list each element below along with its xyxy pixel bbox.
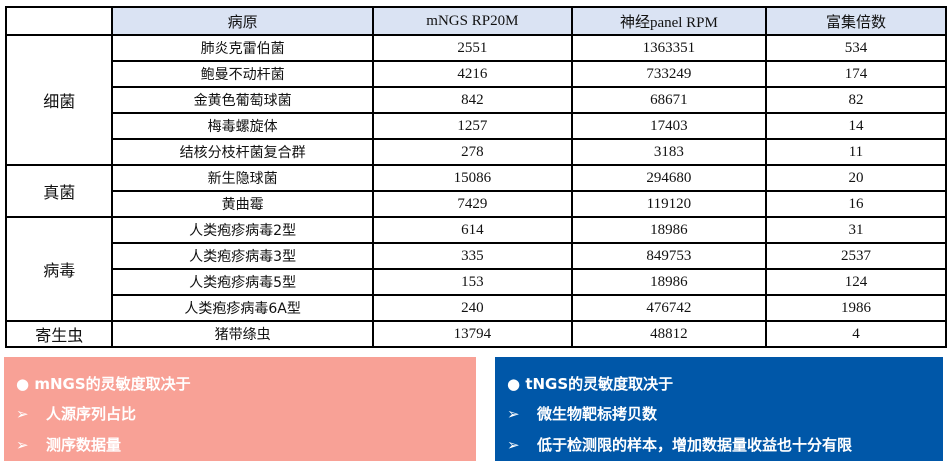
bullet-icon: ● — [16, 375, 30, 393]
value-cell: 614 — [371, 216, 573, 244]
table-row: 细菌 肺炎克雷伯菌 2551 1363351 534 — [4, 34, 947, 166]
pathogen-cell: 黄曲霉 — [111, 190, 374, 218]
tngs-panel: ● tNGS的灵敏度取决于 ➢ 微生物靶标拷贝数 ➢ 低于检测限的样本，增加数据量收… — [495, 357, 943, 461]
pathogen-cell: 鲍曼不动杆菌 — [111, 60, 374, 88]
column-header: 神经panel RPM — [570, 6, 767, 36]
panel-item: 微生物靶标拷贝数 — [537, 405, 658, 423]
arrow-icon: ➢ — [16, 405, 29, 423]
value-cell: 4216 — [371, 60, 573, 88]
column-header: 富集倍数 — [764, 6, 947, 36]
value-cell: 174 — [764, 60, 947, 88]
value-cell: 11 — [764, 138, 947, 166]
value-cell: 31 — [764, 216, 947, 244]
panel-item: 测序数据量 — [46, 436, 122, 454]
table-row: 鲍曼不动杆菌 4216 733249 174 — [6, 60, 947, 88]
pathogen-cell: 猪带绦虫 — [111, 320, 374, 348]
table-row: 人类疱疹病毒6A型 240 476742 1986 — [6, 294, 947, 322]
value-cell: 4 — [764, 320, 947, 348]
arrow-icon: ➢ — [507, 405, 520, 423]
bullet-icon: ● — [507, 375, 521, 393]
pathogen-cell: 人类疱疹病毒5型 — [111, 268, 374, 296]
value-cell: 13794 — [371, 320, 573, 348]
value-cell: 82 — [764, 86, 947, 114]
value-cell: 153 — [371, 268, 573, 296]
value-cell: 842 — [371, 86, 573, 114]
value-cell: 14 — [764, 112, 947, 140]
value-cell: 1986 — [764, 294, 947, 322]
value-cell: 15086 — [371, 164, 573, 192]
value-cell: 119120 — [570, 190, 767, 218]
value-cell: 240 — [371, 294, 573, 322]
table-row: 人类疱疹病毒5型 153 18986 124 — [6, 268, 947, 296]
value-cell: 733249 — [570, 60, 767, 88]
pathogen-cell: 肺炎克雷伯菌 — [111, 34, 374, 62]
value-cell: 476742 — [570, 294, 767, 322]
category-cell: 病毒 — [4, 216, 114, 322]
mngs-panel: ● mNGS的灵敏度取决于 ➢ 人源序列占比 ➢ 测序数据量 — [4, 357, 476, 461]
column-header: 病原 — [111, 6, 374, 36]
category-cell: 真菌 — [4, 164, 114, 218]
category-cell: 寄生虫 — [4, 320, 114, 348]
value-cell: 18986 — [570, 216, 767, 244]
table-row: 梅毒螺旋体 1257 17403 14 — [6, 112, 947, 140]
value-cell: 124 — [764, 268, 947, 296]
category-cell: 细菌 — [4, 34, 114, 166]
panel-title: mNGS的灵敏度取决于 — [34, 375, 191, 393]
value-cell: 3183 — [570, 138, 767, 166]
value-cell: 48812 — [570, 320, 767, 348]
pathogen-cell: 人类疱疹病毒2型 — [111, 216, 374, 244]
value-cell: 294680 — [570, 164, 767, 192]
column-header: mNGS RP20M — [371, 6, 573, 36]
value-cell: 335 — [371, 242, 573, 270]
pathogen-cell: 新生隐球菌 — [111, 164, 374, 192]
arrow-icon: ➢ — [507, 436, 520, 454]
pathogen-table: 病原 mNGS RP20M 神经panel RPM 富集倍数 细菌 肺炎克雷伯菌 2551… — [4, 6, 947, 348]
value-cell: 16 — [764, 190, 947, 218]
value-cell: 7429 — [371, 190, 573, 218]
panel-item: 人源序列占比 — [46, 405, 137, 423]
value-cell: 1363351 — [570, 34, 767, 62]
panel-item: 低于检测限的样本，增加数据量收益也十分有限 — [537, 436, 853, 454]
table-row: 金黄色葡萄球菌 842 68671 82 — [6, 86, 947, 114]
value-cell: 1257 — [371, 112, 573, 140]
column-header — [4, 6, 114, 36]
pathogen-cell: 梅毒螺旋体 — [111, 112, 374, 140]
pathogen-cell: 结核分枝杆菌复合群 — [111, 138, 374, 166]
value-cell: 20 — [764, 164, 947, 192]
pathogen-cell: 金黄色葡萄球菌 — [111, 86, 374, 114]
value-cell: 2537 — [764, 242, 947, 270]
table-row: 黄曲霉 7429 119120 16 — [6, 190, 947, 218]
value-cell: 2551 — [371, 34, 573, 62]
arrow-icon: ➢ — [16, 436, 29, 454]
table-row: 结核分枝杆菌复合群 278 3183 11 — [6, 138, 947, 166]
value-cell: 278 — [371, 138, 573, 166]
value-cell: 18986 — [570, 268, 767, 296]
table-row: 病毒 人类疱疹病毒2型 614 18986 31 — [4, 216, 947, 322]
table-row: 人类疱疹病毒3型 335 849753 2537 — [6, 242, 947, 270]
table-row: 真菌 新生隐球菌 15086 294680 20 — [4, 164, 947, 218]
value-cell: 17403 — [570, 112, 767, 140]
table-row: 寄生虫 猪带绦虫 13794 48812 4 — [4, 320, 947, 348]
pathogen-cell: 人类疱疹病毒3型 — [111, 242, 374, 270]
panel-title: tNGS的灵敏度取决于 — [525, 375, 674, 393]
value-cell: 534 — [764, 34, 947, 62]
value-cell: 849753 — [570, 242, 767, 270]
value-cell: 68671 — [570, 86, 767, 114]
pathogen-cell: 人类疱疹病毒6A型 — [111, 294, 374, 322]
